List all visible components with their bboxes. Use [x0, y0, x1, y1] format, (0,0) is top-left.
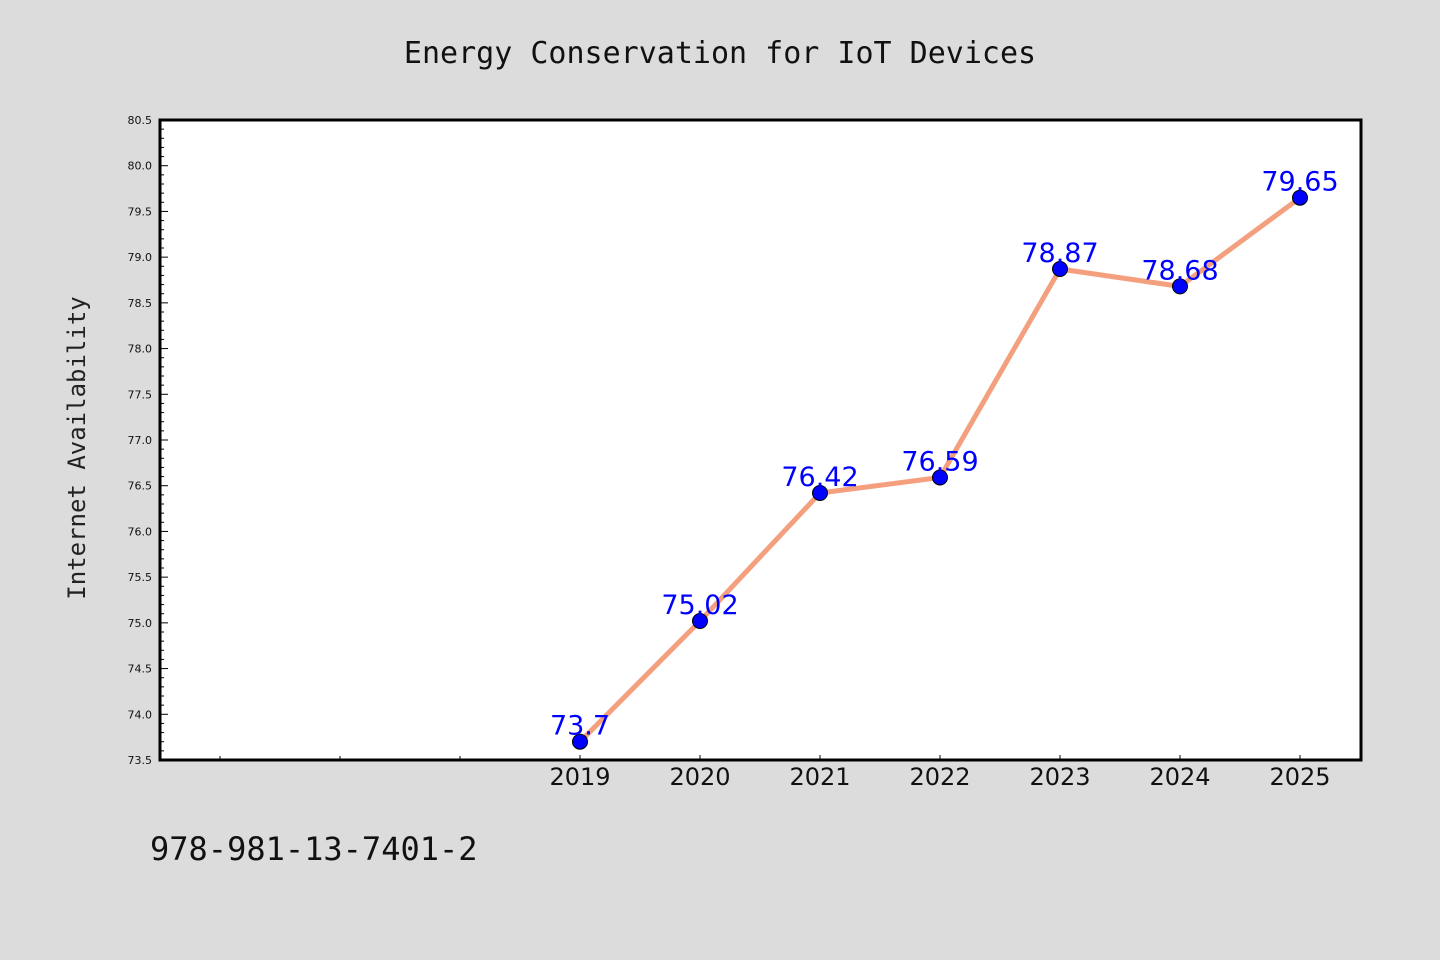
data-point	[1052, 261, 1068, 278]
data-point	[1292, 189, 1308, 206]
data-point	[812, 485, 828, 502]
data-label: 76.42	[781, 462, 858, 493]
y-tick-label: 77.0	[128, 434, 153, 447]
y-axis-label: Internet Availability	[63, 296, 91, 599]
y-tick-label: 77.5	[128, 388, 153, 401]
data-point	[932, 469, 948, 486]
plot-area	[158, 118, 1363, 762]
data-label: 76.59	[901, 446, 978, 477]
x-tick-label: 2021	[789, 763, 850, 791]
x-axis: 2019 2020 2021 2022 2023 2024 2025	[219, 755, 1331, 791]
data-label: 73.7	[550, 711, 610, 742]
y-axis: 73.5 74.0 74.5 75.0 75.5 76.0 76.5 77.0 77.5 78.0…	[128, 114, 168, 767]
data-label: 78.68	[1141, 255, 1218, 286]
y-tick-label: 75.5	[128, 571, 153, 584]
chart-title: Energy Conservation for IoT Devices	[404, 36, 1036, 71]
data-label: 79.65	[1261, 167, 1338, 198]
data-point	[572, 733, 588, 750]
y-tick-label: 79.5	[128, 205, 153, 218]
y-tick-label: 73.5	[128, 754, 153, 767]
y-tick-label: 78.5	[128, 297, 153, 310]
data-labels: 73.7 75.02 76.42 76.59 78.87 78.68 79.65	[550, 167, 1339, 742]
x-tick-label: 2024	[1149, 763, 1210, 791]
y-tick-label: 75.0	[128, 617, 153, 630]
y-tick-label: 80.5	[128, 114, 153, 127]
y-tick-label: 74.5	[128, 663, 153, 676]
x-tick-label: 2025	[1269, 763, 1330, 791]
series-group	[572, 189, 1308, 750]
y-tick-label: 76.0	[128, 525, 153, 538]
isbn-text: 978-981-13-7401-2	[150, 830, 478, 868]
x-tick-label: 2022	[909, 763, 970, 791]
y-tick-label: 78.0	[128, 343, 153, 356]
y-tick-label: 80.0	[128, 160, 153, 173]
data-label: 78.87	[1021, 238, 1098, 269]
data-point	[692, 613, 708, 630]
x-tick-label: 2020	[669, 763, 730, 791]
x-tick-label: 2023	[1029, 763, 1090, 791]
x-tick-label: 2019	[549, 763, 610, 791]
data-label: 75.02	[661, 590, 738, 621]
data-point	[1172, 278, 1188, 295]
y-tick-label: 76.5	[128, 480, 153, 493]
y-tick-label: 79.0	[128, 251, 153, 264]
y-tick-label: 74.0	[128, 708, 153, 721]
